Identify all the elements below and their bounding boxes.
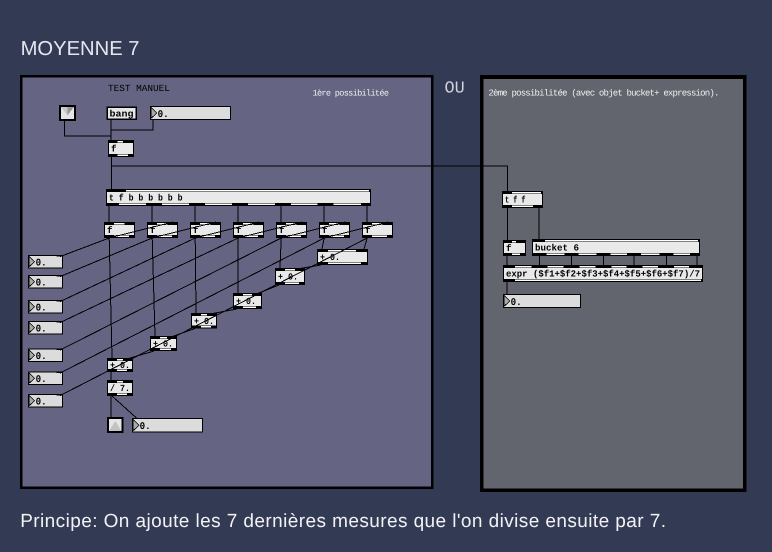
- svg-text:2ème possibilitée (avec objet: 2ème possibilitée (avec objet bucket+ ex…: [489, 89, 719, 99]
- svg-text:0.: 0.: [36, 398, 47, 409]
- svg-text:expr ($f1+$f2+$f3+$f4+$f5+$f6+: expr ($f1+$f2+$f3+$f4+$f5+$f6+$f7)/7: [506, 269, 700, 280]
- svg-text:0.: 0.: [36, 279, 47, 290]
- svg-text:f: f: [506, 243, 512, 254]
- svg-text:0.: 0.: [511, 298, 522, 309]
- svg-text:Principe: On ajoute les 7 dern: Principe: On ajoute les 7 dernières mesu…: [20, 511, 666, 532]
- svg-text:f: f: [279, 225, 285, 236]
- svg-text:0.: 0.: [36, 304, 47, 315]
- svg-text:0.: 0.: [140, 422, 151, 433]
- svg-text:0.: 0.: [36, 259, 47, 270]
- svg-text:f: f: [193, 225, 199, 236]
- svg-text:+ 0.: + 0.: [278, 272, 298, 283]
- svg-text:0.: 0.: [158, 110, 169, 121]
- svg-text:f: f: [111, 144, 117, 155]
- svg-text:0.: 0.: [36, 325, 47, 336]
- svg-text:f: f: [322, 225, 328, 236]
- svg-text:TEST MANUEL: TEST MANUEL: [108, 83, 170, 94]
- svg-text:f: f: [150, 225, 156, 236]
- svg-text:bang: bang: [110, 108, 134, 119]
- svg-text:f: f: [107, 225, 113, 236]
- svg-text:0.: 0.: [36, 352, 47, 363]
- svg-text:+ 0.: + 0.: [236, 296, 256, 307]
- svg-text:bucket 6: bucket 6: [535, 243, 579, 254]
- svg-text:OU: OU: [445, 80, 465, 99]
- svg-text:t f f: t f f: [505, 195, 526, 206]
- svg-text:f: f: [365, 225, 371, 236]
- svg-text:t f b b b b b b: t f b b b b b b: [109, 193, 183, 204]
- svg-text:0.: 0.: [36, 375, 47, 386]
- svg-text:+ 0.: + 0.: [320, 252, 340, 263]
- svg-text:/ 7.: / 7.: [110, 383, 130, 394]
- svg-text:1ère possibilitée: 1ère possibilitée: [313, 89, 389, 99]
- svg-text:f: f: [236, 225, 242, 236]
- svg-text:+ 0.: + 0.: [153, 339, 173, 350]
- svg-text:MOYENNE 7: MOYENNE 7: [21, 38, 140, 60]
- svg-text:+ 0.: + 0.: [110, 360, 130, 371]
